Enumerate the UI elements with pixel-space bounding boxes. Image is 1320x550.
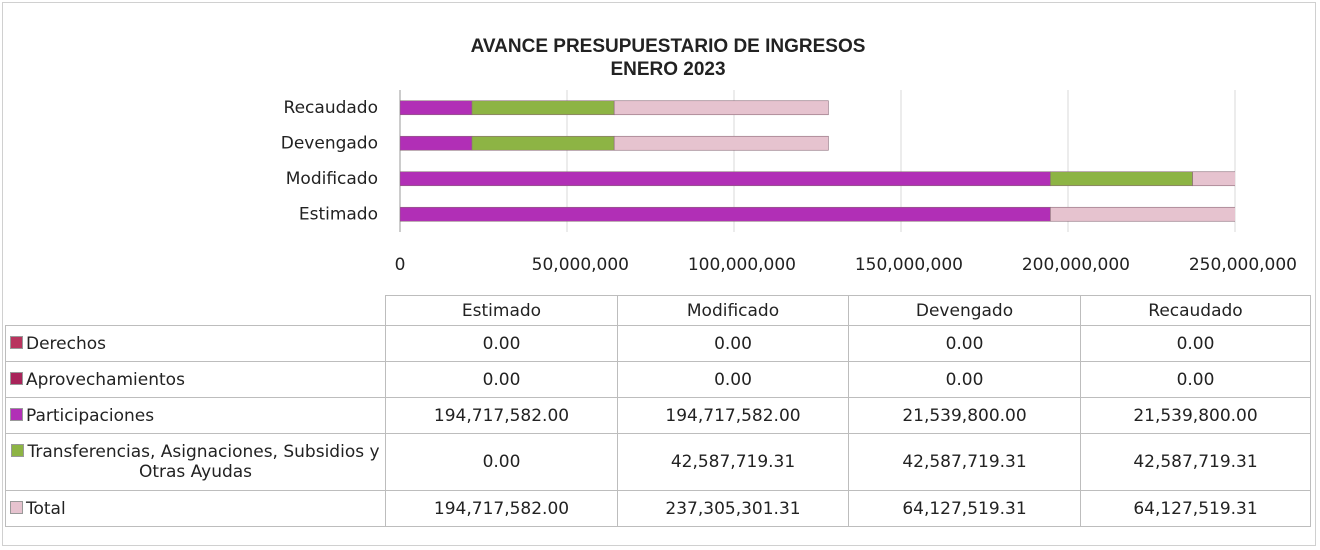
bar-segment [613, 100, 829, 116]
legend-key [11, 444, 25, 457]
y-tick-label: Devengado [281, 133, 378, 153]
table-row: Total 194,717,582.00 237,305,301.31 64,127,… [5, 490, 1311, 527]
table-cell: 194,717,582.00 [385, 490, 618, 527]
table-row: Aprovechamientos 0.00 0.00 0.00 0.00 [5, 361, 1311, 398]
x-tick-label: 250,000,000 [1189, 255, 1297, 275]
table-cell: 237,305,301.31 [617, 490, 849, 527]
table-cell: 0.00 [617, 361, 849, 398]
column-header: Estimado [385, 295, 618, 326]
legend-key [10, 335, 23, 349]
bar-segment [400, 171, 1051, 187]
x-tick-label: 0 [395, 255, 406, 275]
y-tick-label: Modificado [286, 169, 378, 189]
table-cell: 64,127,519.31 [848, 490, 1081, 527]
series-name: Transferencias, Asignaciones, Subsidios … [27, 442, 380, 482]
bar-segment [613, 135, 829, 151]
table-cell: 64,127,519.31 [1080, 490, 1311, 527]
table-row: Participaciones 194,717,582.00 194,717,582… [5, 397, 1311, 434]
table-cell: 194,717,582.00 [385, 397, 618, 434]
table-cell: 0.00 [848, 325, 1081, 362]
y-tick-label: Recaudado [284, 98, 378, 118]
data-table: Estimado Modificado Devengado Recaudado Dere… [5, 295, 1311, 527]
table-cell: 0.00 [617, 325, 849, 362]
x-tick-label: 200,000,000 [1022, 255, 1130, 275]
row-header: Aprovechamientos [5, 361, 386, 398]
bar-segment [471, 135, 615, 151]
column-header: Recaudado [1080, 295, 1311, 326]
bar-segment [400, 135, 473, 151]
table-cell: 194,717,582.00 [617, 397, 849, 434]
series-name: Total [26, 498, 66, 519]
row-header: Derechos [5, 325, 386, 362]
legend-key [10, 407, 23, 421]
table-cell: 21,539,800.00 [1080, 397, 1311, 434]
table-cell: 0.00 [848, 361, 1081, 398]
table-cell: 42,587,719.31 [1080, 433, 1311, 491]
bar-segment [1192, 171, 1235, 187]
bar-segment [400, 206, 1051, 222]
bar-segment [400, 100, 473, 116]
table-row: Derechos 0.00 0.00 0.00 0.00 [5, 325, 1311, 362]
x-tick-label: 150,000,000 [855, 255, 963, 275]
bar-segment [1050, 206, 1235, 222]
x-tick-label: 100,000,000 [688, 255, 796, 275]
y-tick-label: Estimado [299, 204, 378, 224]
chart-subtitle: ENERO 2023 [610, 59, 725, 80]
row-header: Participaciones [5, 397, 386, 434]
table-corner [5, 295, 386, 326]
legend-key [10, 371, 23, 385]
series-name: Derechos [26, 333, 107, 354]
column-header: Devengado [848, 295, 1081, 326]
series-name: Participaciones [26, 405, 155, 426]
table-cell: 21,539,800.00 [848, 397, 1081, 434]
table-cell: 0.00 [385, 325, 618, 362]
table-cell: 42,587,719.31 [848, 433, 1081, 491]
row-header: Transferencias, Asignaciones, Subsidios … [5, 433, 386, 491]
table-cell: 42,587,719.31 [617, 433, 849, 491]
series-name: Aprovechamientos [26, 369, 185, 390]
table-cell: 0.00 [1080, 361, 1311, 398]
chart-title: AVANCE PRESUPUESTARIO DE INGRESOS [471, 36, 866, 57]
table-cell: 0.00 [1080, 325, 1311, 362]
column-header: Modificado [617, 295, 849, 326]
bar-segment [471, 100, 615, 116]
table-header-row: Estimado Modificado Devengado Recaudado [5, 295, 1311, 326]
legend-key [10, 500, 23, 514]
table-cell: 0.00 [385, 361, 618, 398]
bar-segment [1050, 171, 1193, 187]
row-header: Total [5, 490, 386, 527]
table-cell: 0.00 [385, 433, 618, 491]
x-tick-label: 50,000,000 [532, 255, 629, 275]
table-row: Transferencias, Asignaciones, Subsidios … [5, 433, 1311, 491]
